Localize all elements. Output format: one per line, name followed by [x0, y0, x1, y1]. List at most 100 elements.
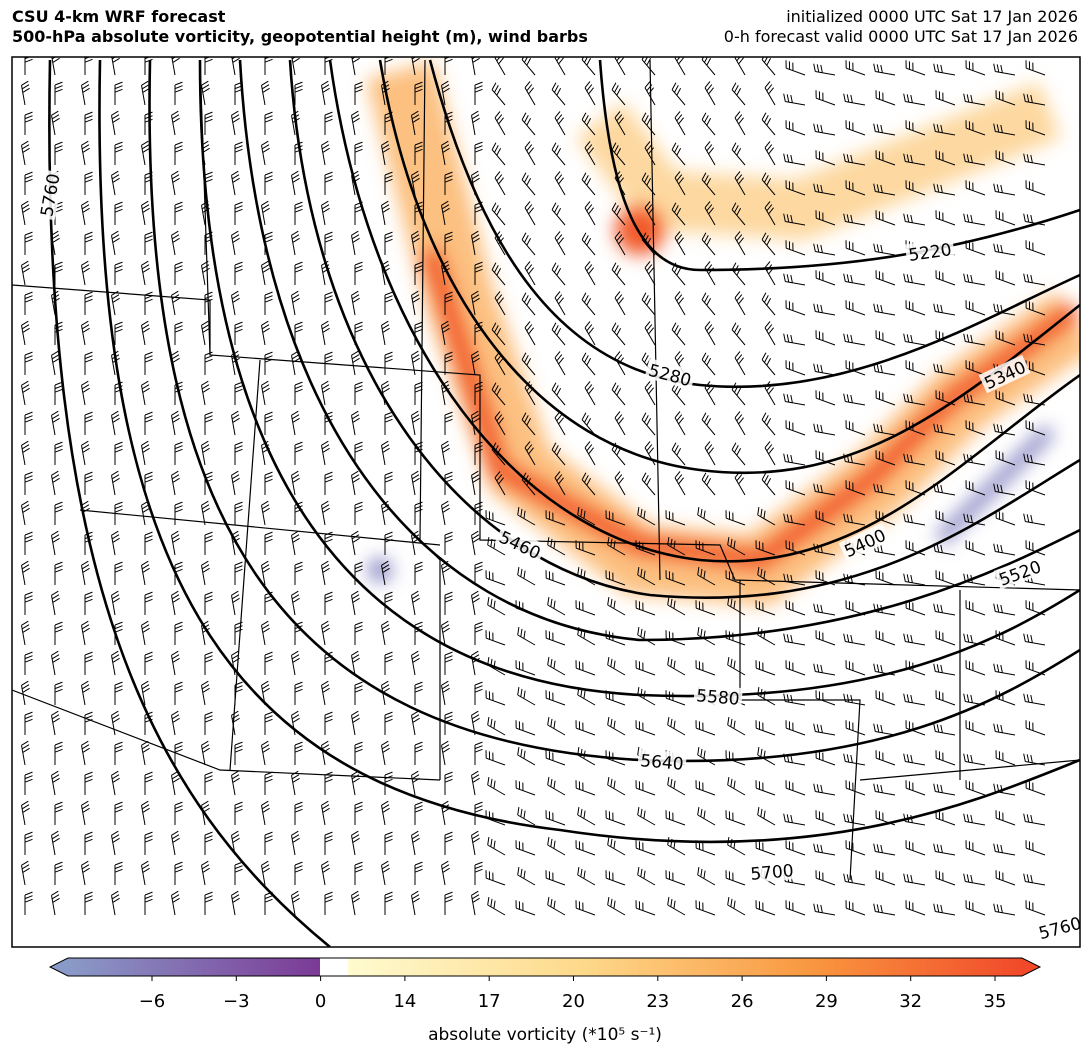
wind-barb	[935, 270, 956, 286]
wind-barb	[384, 411, 393, 435]
wind-barb	[783, 273, 806, 286]
wind-barb	[84, 651, 93, 675]
wind-barb	[81, 560, 90, 586]
wind-barb	[845, 660, 866, 676]
wind-barb	[21, 440, 30, 466]
wind-barb	[84, 471, 93, 495]
wind-barb	[487, 897, 506, 916]
wind-barb	[21, 680, 30, 706]
wind-barb	[144, 531, 153, 555]
wind-barb	[111, 830, 120, 856]
wind-barb	[761, 112, 776, 136]
wind-barb	[815, 510, 836, 526]
wind-barb	[815, 90, 836, 106]
wind-barb	[963, 213, 986, 226]
wind-barb	[845, 180, 866, 196]
wind-barb	[665, 870, 686, 886]
wind-barb	[935, 630, 956, 646]
wind-barb	[674, 231, 686, 256]
wind-barb	[843, 873, 866, 886]
wind-barb	[783, 333, 806, 346]
wind-barb	[995, 630, 1016, 646]
wind-barb	[873, 243, 896, 256]
wind-barb	[933, 843, 956, 856]
wind-barb	[785, 180, 806, 196]
wind-barb	[261, 860, 270, 886]
wind-barb	[843, 753, 866, 766]
wind-barb	[515, 900, 536, 916]
wind-barb	[1023, 333, 1046, 346]
wind-barb	[321, 440, 330, 466]
wind-barb	[354, 681, 363, 705]
wind-barb	[995, 210, 1016, 226]
wind-barb	[384, 891, 393, 915]
wind-barb	[294, 621, 303, 645]
wind-barb	[444, 231, 453, 255]
wind-barb	[111, 650, 120, 676]
wind-barb	[517, 687, 536, 706]
wind-barb	[201, 80, 210, 106]
wind-barb	[414, 741, 423, 765]
wind-barb	[551, 142, 566, 166]
wind-barb	[903, 393, 926, 406]
wind-barb	[324, 291, 333, 315]
wind-barb	[261, 800, 270, 826]
wind-barb	[381, 560, 390, 586]
wind-barb	[485, 510, 506, 526]
wind-barb	[114, 441, 123, 465]
wind-barb	[903, 693, 926, 706]
label-bg	[747, 858, 797, 884]
wind-barb	[411, 110, 420, 136]
wind-barb	[174, 81, 183, 105]
wind-barb	[485, 630, 506, 646]
wind-barb	[324, 171, 333, 195]
wind-barb	[24, 411, 33, 435]
wind-barb	[903, 153, 926, 166]
wind-barb	[234, 861, 243, 885]
wind-barb	[471, 890, 480, 916]
wind-barb	[114, 321, 123, 345]
wind-barb	[114, 201, 123, 225]
wind-barb	[935, 90, 956, 106]
wind-barb	[141, 200, 150, 226]
wind-barb	[354, 381, 363, 405]
wind-barb	[734, 57, 746, 76]
wind-barb	[873, 783, 896, 796]
wind-barb	[764, 141, 776, 166]
wind-barb	[294, 801, 303, 825]
wind-barb	[577, 627, 596, 646]
subtitle: initialized 0000 UTC Sat 17 Jan 2026	[786, 7, 1078, 26]
wind-barb	[381, 740, 390, 766]
wind-barb	[351, 710, 360, 736]
wind-barb	[234, 261, 243, 285]
wind-barb	[24, 111, 33, 135]
wind-barb	[965, 660, 986, 676]
wind-barb	[761, 57, 776, 76]
wind-barb	[1025, 840, 1046, 856]
wind-barb	[264, 291, 273, 315]
label-bg	[637, 748, 687, 774]
wind-barb	[234, 201, 243, 225]
wind-barb	[411, 770, 420, 796]
wind-barb	[1023, 633, 1046, 646]
wind-barb	[845, 480, 866, 496]
wind-barb	[261, 260, 270, 286]
wind-barb	[204, 471, 213, 495]
wind-barb	[141, 680, 150, 706]
wind-barb	[734, 111, 746, 136]
wind-barb	[201, 620, 210, 646]
wind-barb	[441, 320, 450, 346]
wind-barb	[551, 442, 566, 466]
wind-barb	[384, 291, 393, 315]
wind-barb	[843, 393, 866, 406]
wind-barb	[294, 321, 303, 345]
wind-barb	[845, 360, 866, 376]
wind-barb	[1025, 60, 1046, 76]
wind-barb	[674, 57, 686, 76]
wind-barb	[494, 471, 506, 496]
wind-barb	[671, 382, 686, 406]
wind-barb	[491, 382, 506, 406]
wind-barb	[813, 783, 836, 796]
wind-barb	[351, 530, 360, 556]
wind-barb	[993, 123, 1016, 136]
